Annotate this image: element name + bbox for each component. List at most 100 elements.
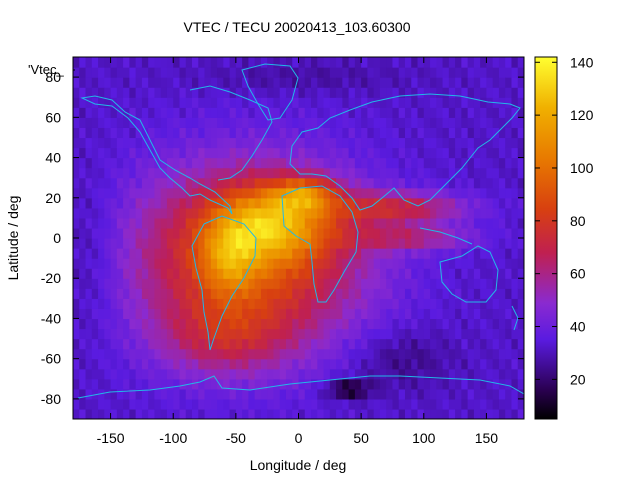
heatmap-cell bbox=[217, 97, 224, 108]
heatmap-cell bbox=[273, 107, 281, 118]
heatmap-cell bbox=[166, 197, 174, 209]
heatmap-cell bbox=[160, 207, 168, 219]
heatmap-cell bbox=[511, 398, 519, 410]
heatmap-cell bbox=[323, 57, 331, 68]
heatmap-cell bbox=[379, 348, 387, 360]
heatmap-cell bbox=[204, 318, 212, 330]
heatmap-cell bbox=[154, 117, 162, 128]
heatmap-cell bbox=[311, 338, 318, 350]
heatmap-cell bbox=[379, 207, 387, 219]
heatmap-cell bbox=[480, 278, 488, 289]
heatmap-cell bbox=[204, 288, 212, 299]
heatmap-cell bbox=[423, 268, 431, 279]
heatmap-cell bbox=[217, 328, 224, 340]
heatmap-cell bbox=[273, 217, 281, 229]
heatmap-cell bbox=[185, 77, 193, 88]
heatmap-cell bbox=[336, 207, 343, 219]
heatmap-cell bbox=[442, 187, 450, 199]
heatmap-cell bbox=[348, 258, 356, 269]
heatmap-cell bbox=[511, 318, 519, 330]
heatmap-cell bbox=[354, 167, 362, 179]
heatmap-cell bbox=[123, 408, 130, 419]
heatmap-cell bbox=[311, 157, 318, 169]
heatmap-cell bbox=[141, 97, 149, 108]
heatmap-cell bbox=[217, 177, 224, 189]
heatmap-cell bbox=[480, 388, 488, 400]
heatmap-cell bbox=[154, 197, 162, 209]
heatmap-cell bbox=[455, 308, 462, 320]
heatmap-cell bbox=[223, 268, 231, 279]
heatmap-cell bbox=[166, 268, 174, 279]
heatmap-cell bbox=[204, 358, 212, 370]
heatmap-cell bbox=[461, 227, 469, 239]
heatmap-cell bbox=[329, 298, 337, 309]
heatmap-cell bbox=[129, 388, 137, 400]
heatmap-cell bbox=[317, 137, 325, 149]
heatmap-cell bbox=[123, 127, 130, 139]
heatmap-cell bbox=[423, 97, 431, 108]
coastlines bbox=[77, 63, 524, 399]
heatmap-cell bbox=[123, 278, 130, 289]
heatmap-cell bbox=[423, 368, 431, 380]
heatmap-cell bbox=[91, 197, 99, 209]
heatmap-cell bbox=[436, 207, 444, 219]
heatmap-cell bbox=[455, 358, 462, 370]
heatmap-cell bbox=[116, 87, 124, 98]
heatmap-cell bbox=[373, 348, 381, 360]
heatmap-cell bbox=[292, 328, 300, 340]
heatmap-cell bbox=[498, 217, 506, 229]
heatmap-cell bbox=[148, 97, 156, 108]
heatmap-cell bbox=[511, 258, 519, 269]
heatmap-cell bbox=[148, 348, 156, 360]
heatmap-cell bbox=[123, 348, 130, 360]
heatmap-cell bbox=[204, 258, 212, 269]
heatmap-cell bbox=[461, 328, 469, 340]
heatmap-cell bbox=[386, 97, 394, 108]
colorbar bbox=[534, 56, 558, 420]
heatmap-cell bbox=[267, 378, 275, 390]
heatmap-cell bbox=[417, 328, 425, 340]
heatmap-cell bbox=[123, 318, 130, 330]
heatmap-cell bbox=[492, 258, 500, 269]
heatmap-cell bbox=[448, 278, 456, 289]
heatmap-cell bbox=[473, 137, 481, 149]
heatmap-cell bbox=[329, 368, 337, 380]
heatmap-cell bbox=[260, 368, 268, 380]
heatmap-cell bbox=[311, 207, 318, 219]
heatmap-cell bbox=[373, 67, 381, 78]
heatmap-cell bbox=[367, 348, 375, 360]
heatmap-cell bbox=[404, 368, 412, 380]
heatmap-cell bbox=[517, 308, 524, 320]
heatmap-cell bbox=[436, 157, 444, 169]
heatmap-cell bbox=[367, 308, 375, 320]
heatmap-cell bbox=[185, 408, 193, 419]
heatmap-cell bbox=[304, 358, 312, 370]
heatmap-cell bbox=[423, 408, 431, 419]
heatmap-cell bbox=[260, 177, 268, 189]
heatmap-cell bbox=[217, 298, 224, 309]
heatmap-cell bbox=[461, 348, 469, 360]
x-tick-label: 0 bbox=[295, 430, 303, 446]
heatmap-cell bbox=[336, 67, 343, 78]
heatmap-cell bbox=[141, 268, 149, 279]
heatmap-cell bbox=[486, 197, 494, 209]
heatmap-cell bbox=[229, 388, 237, 400]
heatmap-cell bbox=[498, 207, 506, 219]
heatmap-cell bbox=[223, 378, 231, 390]
heatmap-cell bbox=[160, 378, 168, 390]
heatmap-cell bbox=[498, 388, 506, 400]
heatmap-cell bbox=[379, 338, 387, 350]
heatmap-cell bbox=[229, 308, 237, 320]
heatmap-cell bbox=[442, 308, 450, 320]
heatmap-cell bbox=[179, 67, 187, 78]
heatmap-cell bbox=[436, 348, 444, 360]
heatmap-cell bbox=[273, 278, 281, 289]
heatmap-cell bbox=[498, 157, 506, 169]
heatmap-cell bbox=[135, 117, 143, 128]
heatmap-cell bbox=[285, 408, 293, 419]
heatmap-cell bbox=[386, 348, 394, 360]
heatmap-cell bbox=[386, 248, 394, 259]
heatmap-cell bbox=[342, 348, 350, 360]
heatmap-cell bbox=[173, 278, 181, 289]
heatmap-cell bbox=[248, 107, 256, 118]
